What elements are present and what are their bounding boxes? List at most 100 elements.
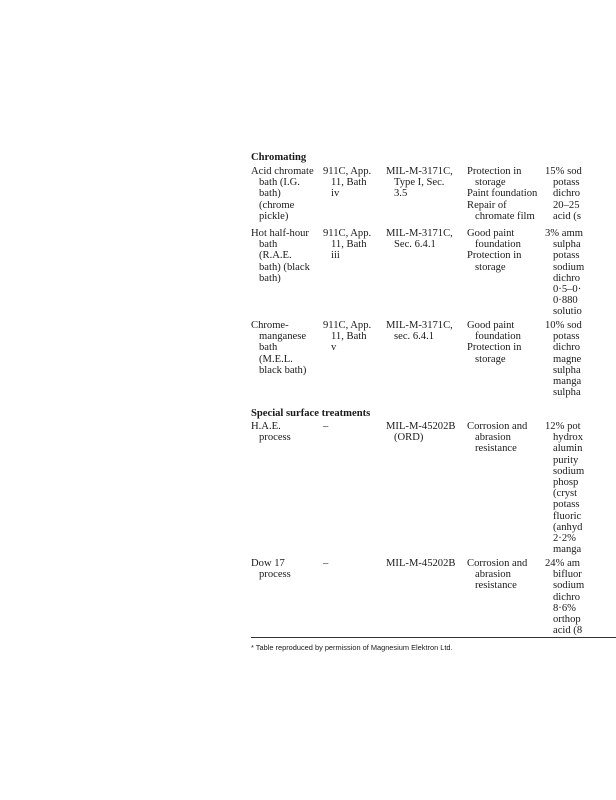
cell-line: sec. 6.4.1 — [394, 331, 435, 343]
cell-line: Protection in — [467, 250, 522, 262]
cell-line: acid (s — [553, 210, 581, 222]
cell-line: Acid chromate — [251, 166, 314, 177]
cell-line: bifluor — [553, 569, 582, 581]
cell-line: 10% sod — [545, 320, 582, 331]
cell-line: magne — [553, 353, 582, 365]
cell-line: storage — [475, 261, 506, 273]
cell-line: dichro — [553, 188, 581, 200]
cell-line: Type I, Sec. — [394, 177, 445, 189]
cell-specification-mil: MIL-M-45202B — [386, 558, 455, 569]
cell-solution: 3% amm sulpha potass sodium dichro 0·5–0· 0·88… — [545, 228, 584, 318]
cell-solution: 10% sod potass dichro magne sulpha manga sulph… — [545, 320, 582, 398]
cell-line: iii — [331, 250, 340, 262]
cell-line: Protection in — [467, 166, 522, 177]
cell-line: potass — [553, 177, 580, 189]
cell-line: sulpha — [553, 364, 581, 376]
cell-line: bath — [259, 342, 278, 354]
cell-process-name: Dow 17 process — [251, 558, 291, 580]
cell-purpose: Good paint foundation Protection in storage — [467, 320, 521, 365]
cell-line: potass — [553, 499, 580, 511]
cell-line: (R.A.E. — [259, 250, 292, 262]
cell-process-name: Acid chromate bath (I.G. bath) (chrome pickl… — [251, 166, 314, 222]
cell-line: dichro — [553, 342, 581, 354]
cell-line: hydrox — [553, 432, 584, 444]
cell-line: black bath) — [259, 364, 307, 376]
cell-line: sodium — [553, 465, 585, 477]
cell-line: 11, Bath — [331, 331, 367, 343]
cell-specification-mil: MIL-M-45202B (ORD) — [386, 421, 455, 443]
cell-line: 2·2% — [553, 532, 576, 544]
cell-line: sulpha — [553, 239, 581, 251]
cell-line: chromate film — [475, 210, 535, 222]
cell-line: – — [323, 558, 329, 569]
cell-line: sodium — [553, 580, 585, 592]
cell-line: manga — [553, 375, 582, 387]
table-bottom-rule — [251, 637, 616, 638]
cell-line: resistance — [475, 580, 517, 592]
cell-line: bath) (black — [259, 261, 310, 273]
cell-line: Good paint — [467, 320, 515, 331]
table-footnote: * Table reproduced by permission of Magn… — [251, 643, 453, 652]
cell-line: process — [259, 432, 291, 444]
cell-line: 0·880 — [553, 295, 578, 307]
cell-line: 11, Bath — [331, 239, 367, 251]
cell-solution: 12% pot hydrox alumin purity sodium phosp (cry… — [545, 421, 584, 555]
cell-line: MIL-M-3171C, — [386, 228, 453, 239]
cell-specification-mil: MIL-M-3171C, Sec. 6.4.1 — [386, 228, 453, 250]
cell-line: MIL-M-45202B — [386, 421, 456, 432]
cell-specification-def: 911C, App. 11, Bath v — [323, 320, 371, 354]
cell-purpose: Corrosion and abrasion resistance — [467, 421, 527, 455]
cell-line: v — [331, 342, 337, 354]
cell-line: storage — [475, 353, 506, 365]
cell-line: manga — [553, 544, 582, 556]
cell-line: potass — [553, 331, 580, 343]
cell-line: alumin — [553, 443, 583, 455]
cell-purpose: Good paint foundation Protection in storage — [467, 228, 521, 273]
cell-line: 20–25 — [553, 199, 580, 211]
cell-line: 911C, App. — [323, 320, 372, 331]
cell-line: abrasion — [475, 569, 511, 581]
cell-solution: 15% sod potass dichro 20–25 acid (s — [545, 166, 582, 222]
cell-specification-def: 911C, App. 11, Bath iv — [323, 166, 371, 200]
cell-line: bath (I.G. — [259, 177, 300, 189]
cell-line: sodium — [553, 261, 585, 273]
cell-line: 911C, App. — [323, 166, 372, 177]
cell-line: (ORD) — [394, 432, 424, 444]
cell-line: Chrome- — [251, 320, 289, 331]
cell-line: 11, Bath — [331, 177, 367, 189]
cell-process-name: Hot half-hour bath (R.A.E. bath) (black bath… — [251, 228, 310, 284]
cell-line: Hot half-hour — [251, 228, 309, 239]
cell-line: abrasion — [475, 432, 511, 444]
cell-line: fluoric — [553, 510, 582, 522]
cell-line: Good paint — [467, 228, 515, 239]
cell-line: H.A.E. — [251, 421, 281, 432]
cell-line: acid (8 — [553, 625, 583, 637]
cell-line: 12% pot — [545, 421, 581, 432]
section-heading: Special surface treatments — [251, 408, 371, 419]
cell-specification-def: – — [323, 421, 328, 432]
cell-line: potass — [553, 250, 580, 262]
cell-line: dichro — [553, 591, 581, 603]
cell-line: Corrosion and — [467, 558, 528, 569]
cell-line: resistance — [475, 443, 517, 455]
cell-line: 3.5 — [394, 188, 408, 200]
cell-line: manganese — [259, 331, 307, 343]
cell-line: MIL-M-3171C, — [386, 166, 453, 177]
cell-line: Repair of — [467, 199, 507, 211]
cell-line: Sec. 6.4.1 — [394, 239, 436, 251]
cell-line: Paint foundation — [467, 188, 538, 200]
cell-line: foundation — [475, 239, 521, 251]
cell-line: 3% amm — [545, 228, 583, 239]
cell-specification-def: 911C, App. 11, Bath iii — [323, 228, 371, 262]
cell-line: (M.E.L. — [259, 353, 293, 365]
cell-line: (chrome — [259, 199, 295, 211]
section-heading: Chromating — [251, 152, 307, 163]
cell-line: process — [259, 569, 291, 581]
cell-specification-def: – — [323, 558, 328, 569]
cell-line: Protection in — [467, 342, 522, 354]
cell-line: (anhyd — [553, 521, 583, 533]
cell-line: Corrosion and — [467, 421, 528, 432]
cell-line: orthop — [553, 613, 581, 625]
cell-line: sulpha — [553, 387, 581, 399]
cell-line: 15% sod — [545, 166, 582, 177]
